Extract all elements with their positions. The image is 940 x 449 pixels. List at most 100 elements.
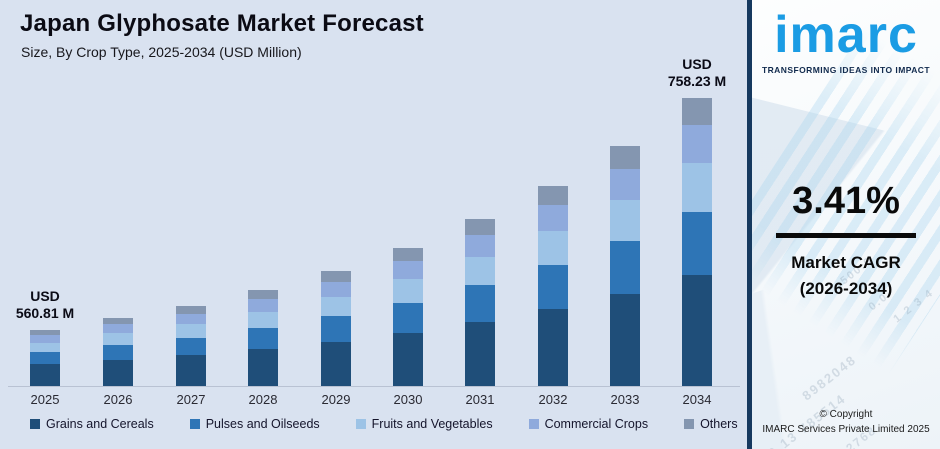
bar-segment-commercial-crops bbox=[103, 324, 133, 334]
legend-label: Pulses and Oilseeds bbox=[205, 417, 320, 431]
x-axis-label-2032: 2032 bbox=[538, 392, 568, 407]
bar-segment-others bbox=[538, 186, 568, 205]
bar-segment-grains-and-cereals bbox=[465, 321, 495, 386]
copyright: © Copyright IMARC Services Private Limit… bbox=[752, 408, 940, 437]
x-axis-line bbox=[8, 386, 740, 387]
bar-segment-fruits-and-vegetables bbox=[30, 342, 60, 353]
bar-segment-commercial-crops bbox=[393, 261, 423, 280]
bar-segment-grains-and-cereals bbox=[30, 364, 60, 386]
bar-segment-fruits-and-vegetables bbox=[248, 311, 278, 328]
bar-2030 bbox=[393, 248, 423, 386]
brand-tagline: TRANSFORMING IDEAS INTO IMPACT bbox=[761, 64, 931, 75]
bar-segment-commercial-crops bbox=[538, 205, 568, 231]
bar-segment-pulses-and-oilseeds bbox=[248, 327, 278, 350]
bar-segment-fruits-and-vegetables bbox=[103, 333, 133, 345]
bar-2028 bbox=[248, 290, 278, 386]
cagr-value: 3.41% bbox=[792, 180, 900, 222]
legend-item-grains-and-cereals: Grains and Cereals bbox=[30, 417, 154, 431]
bar-2033 bbox=[610, 146, 640, 386]
bar-segment-others bbox=[393, 248, 423, 262]
legend-item-fruits-and-vegetables: Fruits and Vegetables bbox=[355, 417, 493, 431]
bar-segment-others bbox=[610, 146, 640, 169]
bar-segment-fruits-and-vegetables bbox=[538, 231, 568, 265]
bar-segment-grains-and-cereals bbox=[610, 293, 640, 386]
imarc-logo: imarc bbox=[774, 6, 918, 64]
legend-swatch-icon bbox=[189, 419, 200, 429]
legend-item-others: Others bbox=[684, 417, 738, 431]
bar-segment-grains-and-cereals bbox=[248, 349, 278, 386]
x-axis-label-2033: 2033 bbox=[610, 392, 640, 407]
bar-segment-pulses-and-oilseeds bbox=[682, 211, 712, 276]
bar-segment-commercial-crops bbox=[30, 335, 60, 343]
bar-segment-fruits-and-vegetables bbox=[465, 256, 495, 285]
legend-swatch-icon bbox=[355, 419, 366, 429]
chart-panel: Japan Glyphosate Market Forecast Size, B… bbox=[8, 10, 740, 431]
page-title: Japan Glyphosate Market Forecast bbox=[20, 10, 424, 37]
bar-segment-others bbox=[321, 271, 351, 282]
legend-item-commercial-crops: Commercial Crops bbox=[528, 417, 649, 431]
x-axis-label-2030: 2030 bbox=[393, 392, 423, 407]
bar-segment-pulses-and-oilseeds bbox=[321, 316, 351, 342]
brand-panel: 8982048 0.13 785514 2768 500.0 0.0 1 2 3 4 im… bbox=[747, 0, 940, 449]
bar-segment-commercial-crops bbox=[321, 281, 351, 297]
x-axis-label-2028: 2028 bbox=[248, 392, 278, 407]
bar-segment-fruits-and-vegetables bbox=[393, 279, 423, 303]
bar-2034 bbox=[682, 98, 712, 386]
bar-segment-grains-and-cereals bbox=[103, 359, 133, 386]
bar-segment-pulses-and-oilseeds bbox=[393, 302, 423, 333]
x-axis-label-2027: 2027 bbox=[176, 392, 206, 407]
cagr-divider bbox=[776, 233, 916, 238]
legend-item-pulses-and-oilseeds: Pulses and Oilseeds bbox=[189, 417, 320, 431]
bar-2025 bbox=[30, 330, 60, 386]
bar-segment-others bbox=[103, 318, 133, 325]
page-subtitle: Size, By Crop Type, 2025-2034 (USD Milli… bbox=[21, 44, 302, 60]
bar-segment-others bbox=[248, 290, 278, 300]
legend-swatch-icon bbox=[528, 419, 539, 429]
bar-segment-commercial-crops bbox=[682, 125, 712, 163]
legend-swatch-icon bbox=[30, 419, 40, 429]
bar-segment-pulses-and-oilseeds bbox=[30, 352, 60, 365]
bar-segment-pulses-and-oilseeds bbox=[538, 265, 568, 309]
legend-label: Others bbox=[700, 417, 738, 431]
bar-segment-commercial-crops bbox=[610, 168, 640, 200]
x-axis-label-2031: 2031 bbox=[465, 392, 495, 407]
bar-segment-fruits-and-vegetables bbox=[176, 323, 206, 338]
legend: Grains and Cereals Pulses and Oilseeds Fru… bbox=[30, 417, 738, 431]
bar-2032 bbox=[538, 186, 568, 386]
legend-swatch-icon bbox=[684, 419, 695, 429]
bar-segment-fruits-and-vegetables bbox=[321, 296, 351, 317]
bar-2029 bbox=[321, 271, 351, 386]
bar-segment-grains-and-cereals bbox=[538, 309, 568, 386]
bar-segment-commercial-crops bbox=[176, 313, 206, 324]
bar-segment-pulses-and-oilseeds bbox=[610, 240, 640, 294]
bar-2027 bbox=[176, 306, 206, 386]
bar-segment-pulses-and-oilseeds bbox=[176, 337, 206, 356]
bar-2031 bbox=[465, 219, 495, 386]
bar-segment-others bbox=[682, 98, 712, 126]
bar-segment-grains-and-cereals bbox=[321, 341, 351, 386]
bar-segment-pulses-and-oilseeds bbox=[103, 344, 133, 360]
x-axis-label-2029: 2029 bbox=[321, 392, 351, 407]
bar-segment-commercial-crops bbox=[248, 299, 278, 312]
copyright-line2: IMARC Services Private Limited 2025 bbox=[762, 423, 930, 435]
legend-label: Grains and Cereals bbox=[46, 417, 154, 431]
bar-segment-pulses-and-oilseeds bbox=[465, 284, 495, 322]
value-label-2034: USD 758.23 M bbox=[667, 56, 727, 90]
bar-segment-grains-and-cereals bbox=[393, 332, 423, 386]
bar-2026 bbox=[103, 318, 133, 386]
x-axis-label-2025: 2025 bbox=[30, 392, 60, 407]
cagr-callout: 3.41% Market CAGR (2026-2034) bbox=[752, 180, 940, 301]
x-axis-label-2026: 2026 bbox=[103, 392, 133, 407]
copyright-line1: © Copyright bbox=[819, 409, 873, 420]
cagr-label-line1: Market CAGR bbox=[791, 253, 901, 272]
bar-segment-commercial-crops bbox=[465, 234, 495, 257]
cagr-label-line2: (2026-2034) bbox=[799, 278, 893, 298]
bar-segment-grains-and-cereals bbox=[176, 355, 206, 386]
legend-label: Commercial Crops bbox=[544, 417, 649, 431]
legend-label: Fruits and Vegetables bbox=[371, 417, 493, 431]
bar-segment-others bbox=[465, 219, 495, 235]
bar-segment-fruits-and-vegetables bbox=[682, 162, 712, 212]
x-axis-label-2034: 2034 bbox=[682, 392, 712, 407]
brand-block: imarc TRANSFORMING IDEAS INTO IMPACT bbox=[752, 8, 940, 75]
